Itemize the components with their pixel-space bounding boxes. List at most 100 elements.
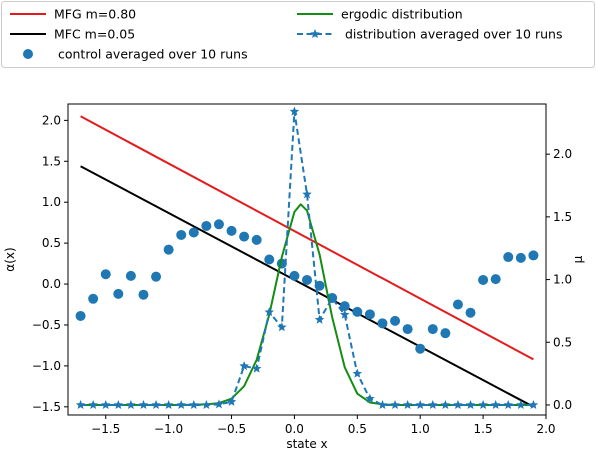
- x-tick-label: −1.5: [91, 422, 120, 436]
- series-4-star-marker: [503, 399, 514, 410]
- series-2-point: [239, 231, 250, 242]
- series-4-star-marker: [251, 363, 262, 373]
- y-left-tick-label: 0.0: [42, 277, 61, 291]
- legend-label: MFC m=0.05: [54, 27, 135, 42]
- y-left-tick-label: −1.5: [32, 400, 61, 414]
- y-left-tick-label: 1.0: [42, 195, 61, 209]
- series-4-star-marker: [176, 399, 186, 410]
- series-2-point: [364, 309, 375, 320]
- x-tick-label: 0.0: [285, 422, 304, 436]
- series-2-point: [213, 219, 224, 230]
- y-left-tick-label: 0.5: [42, 236, 61, 250]
- series-4-star-marker: [226, 396, 237, 406]
- series-2-point: [289, 270, 300, 281]
- series-4-star-marker: [189, 399, 199, 410]
- x-tick-label: 0.5: [348, 422, 367, 436]
- series-4-star-marker: [289, 106, 300, 116]
- series-3-line: [80, 203, 534, 406]
- series-1-line: [80, 165, 534, 408]
- series-2-point: [176, 229, 187, 240]
- x-tick-label: 2.0: [536, 422, 555, 436]
- series-2-point: [339, 301, 350, 312]
- series-2-point: [251, 234, 262, 245]
- x-tick-label: −0.5: [217, 422, 246, 436]
- x-tick-label: 1.0: [411, 422, 430, 436]
- series-4-star-marker: [113, 399, 124, 410]
- series-4-star-marker: [453, 399, 463, 410]
- series-4-star-marker: [465, 399, 476, 410]
- y-left-axis-label: α(x): [3, 247, 17, 271]
- series-4-star-marker: [402, 399, 413, 410]
- series-4-star-marker: [528, 399, 539, 410]
- series-2-point: [100, 269, 111, 280]
- legend-marker-star: [310, 29, 320, 39]
- series-4-star-marker: [302, 189, 312, 199]
- y-right-tick-label: 0.5: [553, 335, 572, 349]
- legend-label: distribution averaged over 10 runs: [341, 27, 562, 42]
- series-2-point: [503, 252, 514, 263]
- series-4-star-marker: [314, 314, 325, 324]
- series-2-point: [163, 244, 174, 255]
- series-4-star-marker: [126, 399, 136, 410]
- series-4-star-marker: [490, 399, 501, 410]
- series-2-point: [188, 227, 199, 238]
- series-2-point: [226, 225, 237, 236]
- series-4-star-marker: [163, 399, 174, 410]
- legend: MFG m=0.80 ergodic distribution MFC m=0.05…: [1, 1, 595, 68]
- series-4-star-marker: [365, 393, 375, 403]
- series-4-star-marker: [415, 399, 425, 410]
- series-2-point: [125, 270, 136, 281]
- plot-frame: [67, 103, 547, 416]
- series-4-star-marker: [516, 399, 526, 410]
- x-axis-label: state x: [286, 437, 327, 451]
- legend-label: control averaged over 10 runs: [54, 47, 248, 62]
- series-4-star-marker: [239, 361, 249, 371]
- y-left-tick-label: 2.0: [42, 113, 61, 127]
- series-4-star-marker: [88, 399, 98, 410]
- series-4-star-marker: [100, 399, 111, 410]
- legend-label: ergodic distribution: [341, 7, 463, 22]
- series-2-point: [515, 252, 526, 263]
- series-2-point: [88, 293, 99, 304]
- series-4-star-marker: [440, 399, 451, 410]
- x-tick-label: 1.5: [474, 422, 493, 436]
- series-2-point: [138, 289, 149, 300]
- series-2-point: [113, 288, 124, 299]
- series-2-point: [478, 274, 489, 285]
- series-2-point: [390, 315, 401, 326]
- series-4-star-marker: [201, 399, 212, 410]
- series-2-point: [75, 310, 86, 321]
- series-4-star-marker: [214, 399, 224, 409]
- series-4-line: [80, 110, 534, 406]
- series-4-star-marker: [428, 399, 438, 410]
- y-right-tick-label: 0.0: [553, 398, 572, 412]
- y-left-tick-label: −1.0: [32, 359, 61, 373]
- series-4-star-marker: [138, 399, 149, 410]
- x-tick-label: −1.0: [154, 422, 183, 436]
- series-2-point: [264, 254, 275, 265]
- series-4-star-marker: [390, 399, 400, 410]
- series-2-point: [377, 318, 388, 329]
- series-2-point: [314, 280, 325, 291]
- y-right-tick-label: 1.5: [553, 210, 572, 224]
- series-2-point: [402, 324, 413, 335]
- series-2-point: [352, 306, 363, 317]
- series-4-star-marker: [75, 399, 86, 410]
- y-left-tick-label: 1.5: [42, 154, 61, 168]
- series-2-point: [528, 250, 539, 261]
- y-left-tick-label: −0.5: [32, 318, 61, 332]
- series-2-point: [452, 299, 463, 310]
- series-4-star-marker: [339, 309, 350, 319]
- series-2-point: [151, 271, 162, 282]
- series-4-star-marker: [277, 322, 287, 332]
- series-2-point: [415, 343, 426, 354]
- series-2-point: [302, 274, 312, 285]
- y-right-tick-label: 2.0: [553, 147, 572, 161]
- axes: −1.5 −1.0 −0.5 0.0 0.5 1.0 1.5 2.0 −1.5 −1.0 −0.5 0…: [3, 103, 585, 451]
- series-0-line: [80, 115, 534, 361]
- legend-label: MFG m=0.80: [54, 7, 136, 22]
- series-4-star-marker: [377, 399, 388, 410]
- series-4-star-marker: [352, 368, 363, 378]
- series-4-star-marker: [478, 399, 488, 410]
